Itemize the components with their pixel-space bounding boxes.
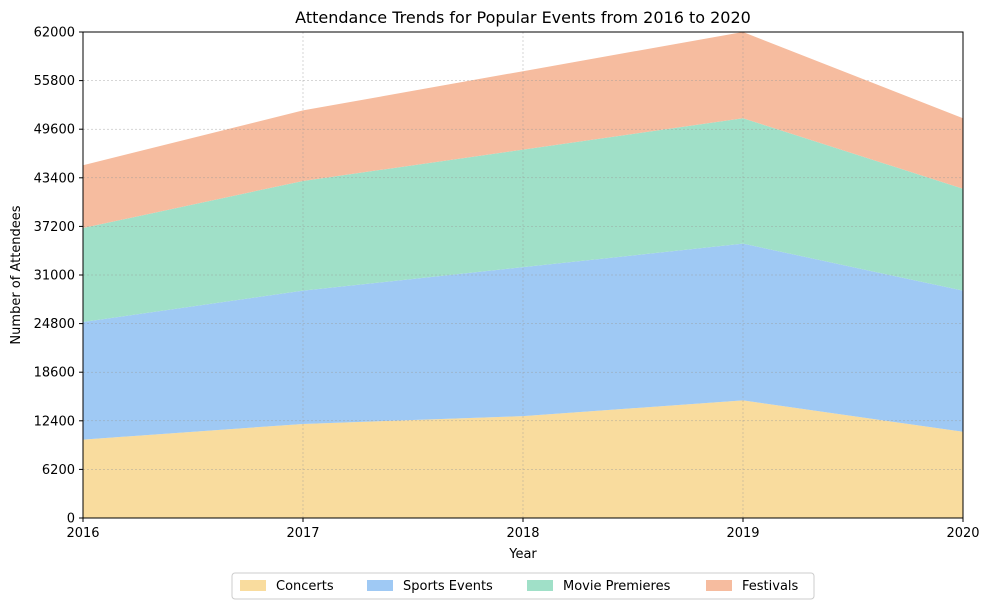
legend-label-movie-premieres: Movie Premieres [563, 579, 671, 594]
x-tick-label: 2016 [66, 526, 99, 541]
y-tick-label: 6200 [42, 463, 75, 478]
y-tick-label: 37200 [34, 220, 75, 235]
legend-swatch-festivals [706, 580, 732, 591]
y-tick-label: 12400 [34, 414, 75, 429]
chart-title: Attendance Trends for Popular Events fro… [295, 8, 751, 27]
y-tick-label: 49600 [34, 123, 75, 138]
legend-swatch-movie-premieres [527, 580, 553, 591]
legend: Concerts Sports Events Movie Premieres Fest… [231, 572, 815, 600]
x-tick-label: 2017 [286, 526, 319, 541]
y-tick-label: 55800 [34, 74, 75, 89]
y-axis-title: Number of Attendees [9, 205, 24, 344]
legend-label-concerts: Concerts [276, 579, 334, 594]
x-tick-label: 2019 [726, 526, 759, 541]
legend-frame [231, 572, 815, 600]
legend-label-sports-events: Sports Events [403, 579, 493, 594]
x-axis-title: Year [508, 547, 537, 562]
y-tick-label: 43400 [34, 171, 75, 186]
y-tick-label: 18600 [34, 366, 75, 381]
legend-swatch-concerts [240, 580, 266, 591]
y-tick-label: 0 [67, 512, 75, 527]
x-axis-ticks: 2016 2017 2018 2019 2020 [66, 518, 980, 541]
y-axis-ticks: 0 6200 12400 18600 24800 31000 37200 43400 49600… [34, 26, 83, 527]
x-tick-label: 2020 [946, 526, 979, 541]
y-tick-label: 31000 [34, 269, 75, 284]
y-tick-label: 24800 [34, 317, 75, 332]
legend-label-festivals: Festivals [742, 579, 799, 594]
legend-swatch-sports-events [367, 580, 393, 591]
x-tick-label: 2018 [506, 526, 539, 541]
y-tick-label: 62000 [34, 26, 75, 41]
